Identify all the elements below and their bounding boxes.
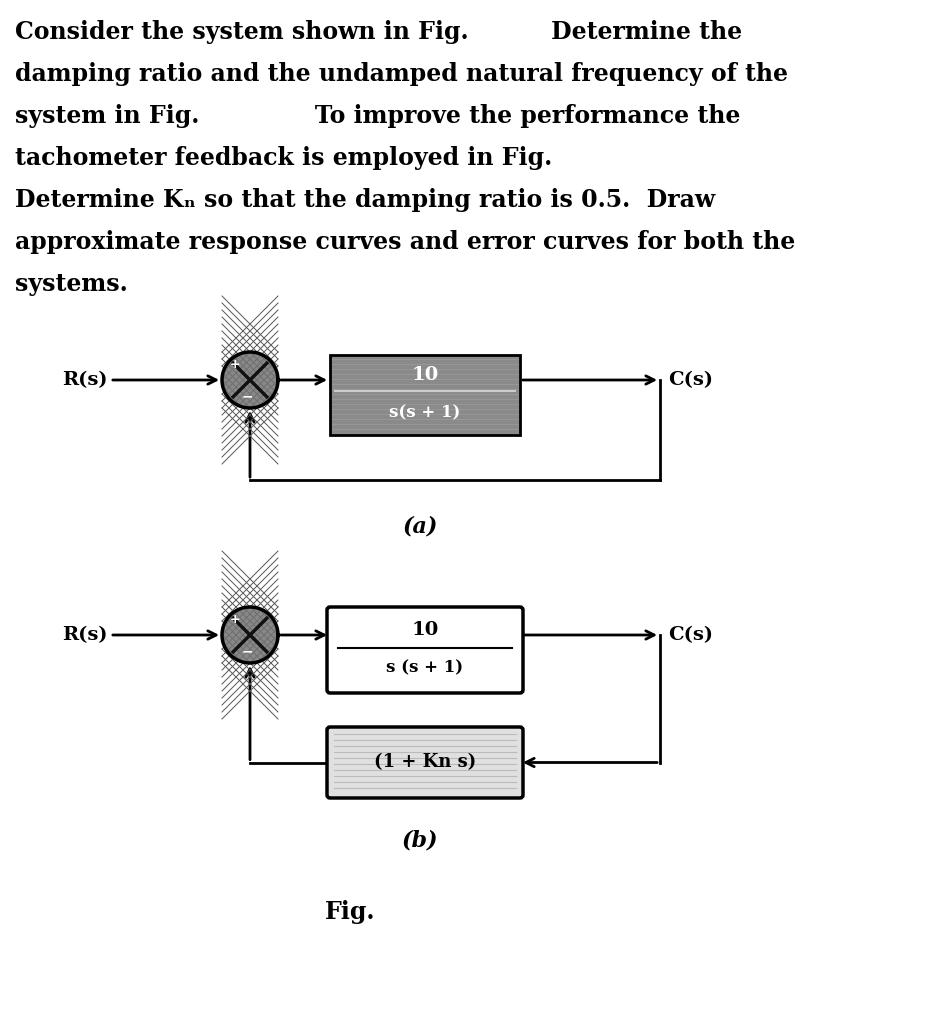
Text: Determine Kₙ so that the damping ratio is 0.5.  Draw: Determine Kₙ so that the damping ratio i… [15, 188, 715, 212]
Text: C(s): C(s) [668, 371, 713, 389]
Text: s(s + 1): s(s + 1) [389, 404, 461, 421]
Text: +: + [229, 358, 240, 371]
Text: +: + [229, 613, 240, 626]
Text: C(s): C(s) [668, 626, 713, 644]
FancyBboxPatch shape [327, 727, 523, 798]
Bar [330, 355, 520, 435]
Polygon shape [222, 352, 278, 408]
Text: tachometer feedback is employed in Fig.: tachometer feedback is employed in Fig. [15, 146, 553, 170]
Text: s (s + 1): s (s + 1) [386, 659, 463, 676]
Text: Fig.: Fig. [324, 900, 375, 924]
Text: 10: 10 [412, 621, 439, 639]
Text: Consider the system shown in Fig.          Determine the: Consider the system shown in Fig. Determ… [15, 20, 742, 44]
Text: (1 + Kn s): (1 + Kn s) [374, 754, 477, 771]
Polygon shape [222, 607, 278, 663]
Text: (a): (a) [402, 515, 438, 537]
Text: system in Fig.              To improve the performance the: system in Fig. To improve the performanc… [15, 104, 741, 128]
Text: 10: 10 [412, 366, 439, 384]
Polygon shape [222, 352, 278, 408]
Text: R(s): R(s) [62, 371, 108, 389]
Text: approximate response curves and error curves for both the: approximate response curves and error cu… [15, 230, 795, 254]
Polygon shape [222, 607, 278, 663]
FancyBboxPatch shape [327, 607, 523, 693]
Text: −: − [242, 390, 253, 403]
Text: systems.: systems. [15, 272, 128, 296]
Text: damping ratio and the undamped natural frequency of the: damping ratio and the undamped natural f… [15, 62, 788, 86]
Text: R(s): R(s) [62, 626, 108, 644]
Text: (b): (b) [401, 830, 438, 852]
Text: −: − [242, 645, 253, 658]
